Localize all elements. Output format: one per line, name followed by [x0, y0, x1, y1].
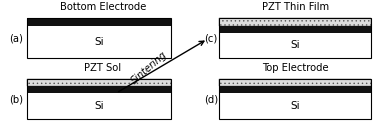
Bar	[27, 93, 171, 119]
Bar	[219, 18, 371, 26]
Bar	[219, 86, 371, 93]
Text: (d): (d)	[204, 94, 218, 104]
Bar	[219, 93, 371, 119]
Bar	[219, 26, 371, 33]
Text: PZT Thin Film: PZT Thin Film	[262, 2, 329, 12]
Bar	[219, 33, 371, 58]
Bar	[27, 79, 171, 119]
Text: Sintering: Sintering	[130, 49, 169, 86]
Bar	[27, 86, 171, 93]
Bar	[27, 79, 171, 86]
Text: Si: Si	[94, 101, 104, 111]
Bar	[27, 18, 171, 26]
Text: Si: Si	[290, 101, 300, 111]
Text: Si: Si	[290, 40, 300, 50]
Bar	[219, 79, 371, 119]
Bar	[219, 79, 371, 86]
Bar	[27, 26, 171, 58]
Bar	[27, 18, 171, 58]
Text: PZT Sol: PZT Sol	[84, 63, 122, 73]
Text: Bottom Electrode: Bottom Electrode	[60, 2, 146, 12]
Text: Si: Si	[94, 37, 104, 47]
Text: Top Electrode: Top Electrode	[262, 63, 328, 73]
Bar	[219, 18, 371, 58]
Text: (a): (a)	[10, 33, 23, 43]
Text: (c): (c)	[204, 33, 217, 43]
Text: (b): (b)	[10, 94, 24, 104]
